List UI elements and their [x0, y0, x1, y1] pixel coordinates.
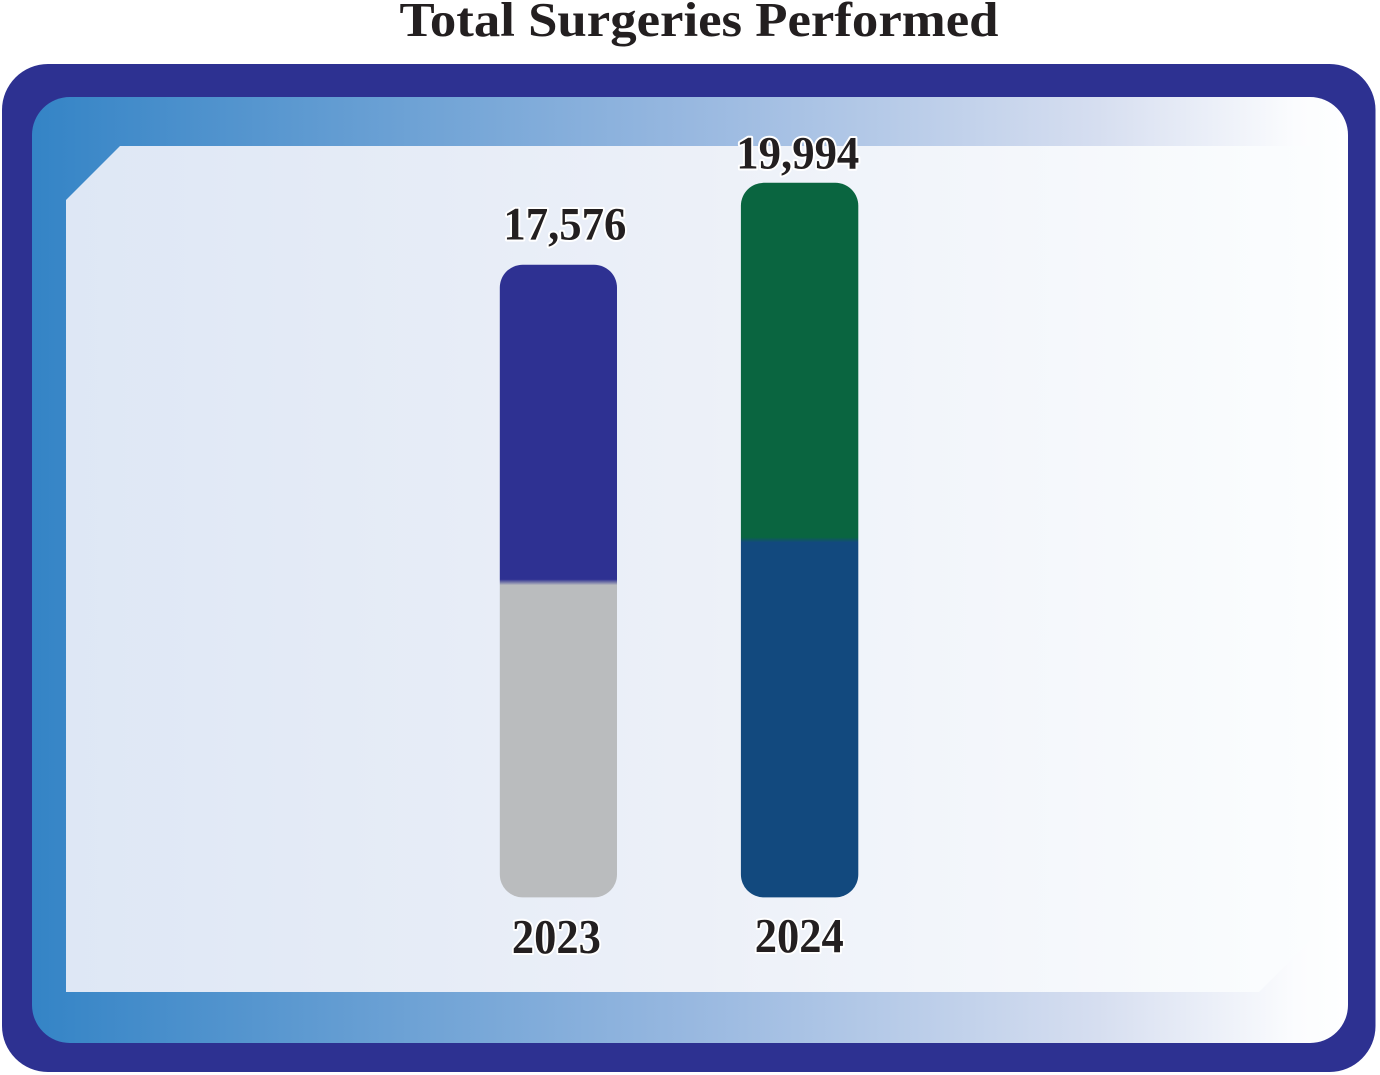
svg-text:Total Surgeries Performed: Total Surgeries Performed	[400, 0, 999, 47]
svg-text:19,994: 19,994	[736, 129, 859, 180]
svg-text:2023: 2023	[512, 909, 601, 964]
svg-text:2024: 2024	[755, 908, 844, 963]
svg-text:17,576: 17,576	[503, 200, 626, 251]
